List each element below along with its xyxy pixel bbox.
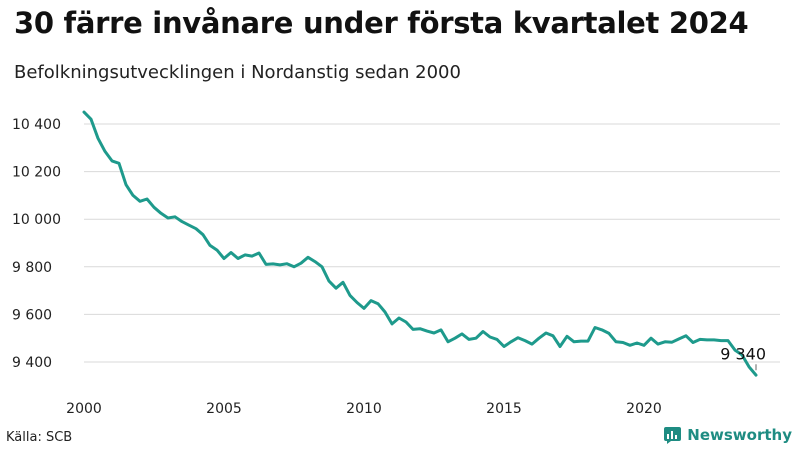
chart-title: 30 färre invånare under första kvartalet…	[14, 6, 749, 40]
y-axis-tick-labels: 9 400 9 600 9 800 10 000 10 200 10 400	[12, 117, 61, 371]
y-tick-label: 10 000	[12, 212, 61, 228]
series-line	[82, 110, 758, 377]
y-tick-label: 10 200	[12, 165, 61, 181]
y-tick-label: 9 800	[12, 260, 52, 276]
y-tick-label: 9 600	[12, 307, 52, 323]
chart-subtitle: Befolkningsutvecklingen i Nordanstig sed…	[14, 62, 461, 83]
annotation-label: 9 340	[720, 344, 766, 363]
x-tick-label: 2020	[626, 401, 662, 417]
x-tick-label: 2015	[486, 401, 522, 417]
y-tick-label: 10 400	[12, 117, 61, 133]
x-tick-label: 2000	[66, 401, 102, 417]
gridlines	[84, 123, 780, 363]
newsworthy-logo-icon	[664, 427, 682, 444]
annotations: 9 340	[720, 344, 766, 371]
brand-logo[interactable]: Newsworthy	[664, 426, 792, 444]
x-axis-tick-labels: 2000 2005 2010 2015 2020	[66, 401, 662, 417]
brand-name: Newsworthy	[687, 426, 792, 444]
x-tick-label: 2005	[206, 401, 242, 417]
y-tick-label: 9 400	[12, 355, 52, 371]
x-tick-label: 2010	[346, 401, 382, 417]
source-note: Källa: SCB	[6, 430, 73, 445]
